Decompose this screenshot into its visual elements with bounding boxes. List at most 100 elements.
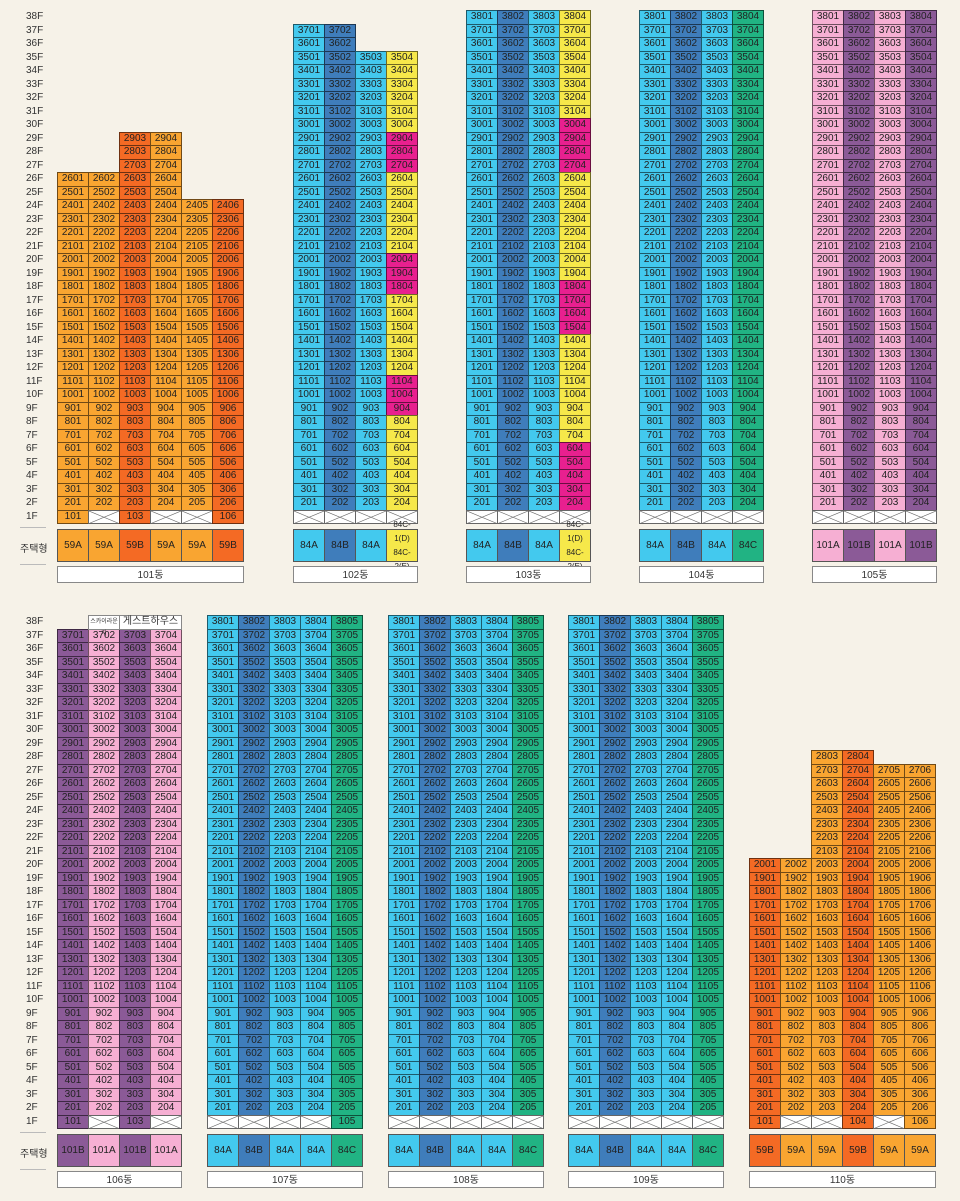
unit-cell[interactable]: 904	[842, 1006, 874, 1021]
unit-cell[interactable]: 903	[701, 401, 733, 416]
unit-cell[interactable]: 1005	[181, 388, 213, 403]
unit-cell[interactable]: 3301	[639, 77, 671, 92]
unit-cell[interactable]: 3402	[599, 669, 631, 684]
unit-cell[interactable]: 1006	[904, 993, 936, 1008]
unit-cell[interactable]: 3101	[388, 709, 420, 724]
unit-cell[interactable]: 1203	[269, 966, 301, 981]
unit-cell[interactable]: 205	[181, 496, 213, 511]
unit-cell[interactable]: 3602	[238, 642, 270, 657]
unit-cell[interactable]: 2101	[207, 844, 239, 859]
unit-cell[interactable]: 603	[630, 1047, 662, 1062]
unit-cell[interactable]: 3601	[639, 37, 671, 52]
unit-cell[interactable]: 1603	[119, 912, 151, 927]
unit-cell[interactable]: 1702	[324, 293, 356, 308]
unit-cell[interactable]: 3801	[568, 615, 600, 630]
unit-cell[interactable]: 1903	[528, 266, 560, 281]
unit-cell[interactable]: 3302	[497, 77, 529, 92]
unit-cell[interactable]: 3003	[630, 723, 662, 738]
unit-cell[interactable]: 2702	[599, 763, 631, 778]
unit-cell[interactable]: 3604	[732, 37, 764, 52]
unit-cell[interactable]: 1402	[238, 939, 270, 954]
unit-cell[interactable]: 3603	[450, 642, 482, 657]
unit-cell[interactable]: 1706	[212, 293, 244, 308]
unit-cell[interactable]: 1303	[811, 952, 843, 967]
unit-cell[interactable]: 3403	[119, 669, 151, 684]
unit-cell[interactable]: 2404	[300, 804, 332, 819]
unit-cell[interactable]: 2004	[150, 253, 182, 268]
unit-cell[interactable]: 1101	[568, 979, 600, 994]
unit-cell[interactable]: 2103	[528, 239, 560, 254]
unit-cell[interactable]: 703	[119, 1033, 151, 1048]
unit-cell[interactable]: 205	[331, 1101, 363, 1116]
unit-cell[interactable]: 202	[324, 496, 356, 511]
unit-cell[interactable]: 1301	[388, 952, 420, 967]
unit-cell[interactable]: 3705	[512, 628, 544, 643]
unit-cell[interactable]: 101	[57, 509, 89, 524]
unit-cell[interactable]: 3404	[300, 669, 332, 684]
unit-cell[interactable]: 3002	[843, 118, 875, 133]
unit-cell[interactable]: 401	[388, 1074, 420, 1089]
unit-cell[interactable]: 2903	[528, 131, 560, 146]
unit-cell[interactable]: 2101	[57, 239, 89, 254]
unit-cell[interactable]: 1704	[150, 293, 182, 308]
unit-cell[interactable]: 401	[293, 469, 325, 484]
unit-cell[interactable]: 204	[559, 496, 591, 511]
unit-cell[interactable]: 1604	[481, 912, 513, 927]
unit-cell[interactable]: 1106	[212, 374, 244, 389]
unit-cell[interactable]: 2601	[388, 777, 420, 792]
unit-cell[interactable]: 802	[670, 415, 702, 430]
unit-cell[interactable]: 404	[842, 1074, 874, 1089]
unit-cell[interactable]: 2301	[466, 212, 498, 227]
unit-cell[interactable]: 302	[324, 482, 356, 497]
unit-cell[interactable]: 3301	[812, 77, 844, 92]
unit-cell[interactable]: 1001	[293, 388, 325, 403]
unit-cell[interactable]: 302	[670, 482, 702, 497]
unit-cell[interactable]: 2701	[388, 763, 420, 778]
unit-cell[interactable]: 1702	[599, 898, 631, 913]
unit-cell[interactable]: 1203	[119, 966, 151, 981]
unit-cell[interactable]: 2403	[874, 199, 906, 214]
unit-cell[interactable]: 702	[238, 1033, 270, 1048]
unit-cell[interactable]: 202	[88, 1101, 120, 1116]
unit-cell[interactable]: 206	[212, 496, 244, 511]
unit-cell[interactable]: 1103	[630, 979, 662, 994]
unit-cell[interactable]: 801	[57, 1020, 89, 1035]
unit-cell[interactable]: 3801	[812, 10, 844, 25]
unit-cell[interactable]: 203	[630, 1101, 662, 1116]
unit-cell[interactable]: 3704	[300, 628, 332, 643]
unit-cell[interactable]: 2504	[386, 185, 418, 200]
unit-cell[interactable]: 2102	[324, 239, 356, 254]
unit-cell[interactable]: 2704	[559, 158, 591, 173]
unit-cell[interactable]: 3304	[661, 682, 693, 697]
unit-cell[interactable]: 2804	[300, 750, 332, 765]
unit-cell[interactable]: 1204	[842, 966, 874, 981]
unit-cell[interactable]: 701	[749, 1033, 781, 1048]
unit-cell[interactable]: 3304	[386, 77, 418, 92]
unit-cell[interactable]: 2302	[497, 212, 529, 227]
unit-cell[interactable]: 801	[466, 415, 498, 430]
unit-cell[interactable]: 2002	[324, 253, 356, 268]
unit-cell[interactable]: 2202	[670, 226, 702, 241]
unit-cell[interactable]: 2203	[269, 831, 301, 846]
unit-cell[interactable]: 2304	[150, 212, 182, 227]
unit-cell[interactable]: 2504	[559, 185, 591, 200]
unit-cell[interactable]: 2102	[88, 844, 120, 859]
unit-cell[interactable]: 803	[355, 415, 387, 430]
unit-cell[interactable]: 1503	[630, 925, 662, 940]
unit-cell[interactable]: 606	[212, 442, 244, 457]
unit-cell[interactable]: 1201	[388, 966, 420, 981]
unit-cell[interactable]: 3403	[630, 669, 662, 684]
unit-cell[interactable]: 1001	[388, 993, 420, 1008]
unit-cell[interactable]: 1802	[599, 885, 631, 900]
unit-cell[interactable]: 204	[732, 496, 764, 511]
unit-cell[interactable]: 504	[842, 1060, 874, 1075]
unit-cell[interactable]: 2301	[568, 817, 600, 832]
unit-cell[interactable]: 3401	[568, 669, 600, 684]
unit-cell[interactable]: 3304	[732, 77, 764, 92]
unit-cell[interactable]: 3802	[670, 10, 702, 25]
unit-cell[interactable]: 3701	[466, 23, 498, 38]
unit-cell[interactable]: 805	[181, 415, 213, 430]
unit-cell[interactable]: 2701	[812, 158, 844, 173]
unit-cell[interactable]: 404	[661, 1074, 693, 1089]
unit-cell[interactable]: 501	[388, 1060, 420, 1075]
